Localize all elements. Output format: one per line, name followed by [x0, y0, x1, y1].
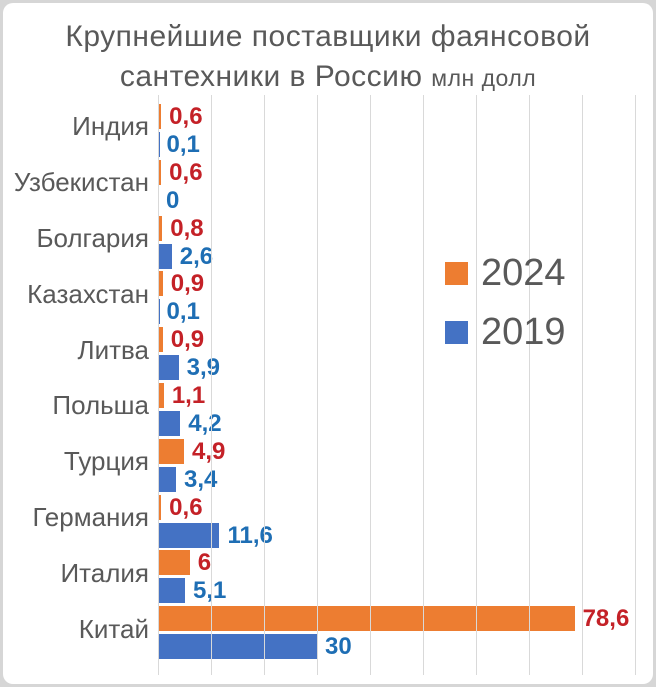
category-label-5: Литва: [77, 334, 149, 365]
bar-2024-Китай: [158, 606, 575, 632]
bar-2019-Индия: [158, 132, 160, 157]
chart-title-line2: сантехники в Россию млн долл: [119, 60, 537, 93]
gridline-60: [476, 95, 477, 662]
gridline-40: [370, 95, 371, 662]
chart-title: Крупнейшие поставщики фаянсовой сантехни…: [3, 17, 653, 98]
chart-title-line1: Крупнейшие поставщики фаянсовой: [65, 20, 591, 53]
plot-area: 0,6 0,1 0,6 0 0,8 2,6 0,9 0,1 0,9 3,9 1,1 4,2 4,9 3,4…: [158, 95, 636, 675]
bar-2024-Индия: [158, 104, 162, 129]
value-label-2024-Турция: 4,9: [191, 437, 226, 465]
axis-tick-30: [317, 662, 318, 675]
gridline-0: [158, 95, 159, 662]
bar-group-8: 0,6 11,6: [158, 490, 635, 549]
category-label-8: Германия: [32, 501, 149, 532]
chart-card: Крупнейшие поставщики фаянсовой сантехни…: [3, 3, 653, 684]
category-label-6: Польша: [52, 390, 149, 421]
legend-item-2019: 2019: [445, 309, 566, 355]
value-label-2019-Италия: 5,1: [193, 577, 227, 605]
bar-2024-Казахстан: [158, 271, 163, 297]
bar-2019-Литва: [158, 355, 179, 381]
category-label-9: Италия: [60, 557, 149, 588]
bar-2024-Узбекистан: [158, 159, 162, 185]
chart-title-unit: млн долл: [431, 65, 537, 91]
bar-2024-Польша: [158, 382, 164, 408]
category-label-2: Узбекистан: [13, 167, 149, 198]
value-label-2024-Болгария: 0,8: [170, 214, 204, 242]
value-label-2019-Болгария: 2,6: [179, 242, 214, 270]
bar-2024-Турция: [158, 438, 184, 464]
category-label-7: Турция: [63, 446, 149, 477]
bar-2019-Италия: [158, 578, 186, 604]
bar-2024-Болгария: [158, 215, 163, 241]
legend: 2024 2019: [445, 250, 566, 368]
axis-tick-90: [635, 662, 636, 675]
value-label-2019-Китай: 30: [325, 633, 352, 661]
axis-tick-50: [423, 662, 424, 675]
value-label-2024-Индия: 0,6: [169, 103, 203, 130]
gridline-10: [211, 95, 212, 662]
axis-tick-70: [529, 662, 530, 675]
legend-swatch-2024: [445, 261, 468, 285]
legend-swatch-2019: [445, 320, 468, 344]
bar-rows: 0,6 0,1 0,6 0 0,8 2,6 0,9 0,1 0,9 3,9 1,1 4,2 4,9 3,4…: [158, 99, 635, 661]
value-label-2019-Литва: 3,9: [186, 354, 221, 382]
gridline-30: [317, 95, 318, 662]
bar-group-10: 78,6 30: [158, 601, 635, 661]
value-label-2024-Польша: 1,1: [171, 381, 206, 409]
axis-tick-20: [264, 662, 265, 675]
value-label-2024-Литва: 0,9: [170, 326, 205, 354]
bar-2019-Китай: [158, 634, 317, 660]
bar-group-3: 0,8 2,6: [158, 211, 635, 270]
bar-group-7: 4,9 3,4: [158, 434, 635, 493]
gridline-20: [264, 95, 265, 662]
bar-2024-Италия: [158, 550, 190, 576]
category-label-1: Индия: [72, 111, 149, 142]
axis-tick-40: [370, 662, 371, 675]
gridline-50: [423, 95, 424, 662]
category-label-10: Китай: [78, 613, 149, 644]
bar-group-4: 0,9 0,1: [158, 266, 635, 326]
value-label-2024-Казахстан: 0,9: [170, 270, 205, 298]
category-label-3: Болгария: [36, 222, 149, 253]
bar-2024-Германия: [158, 494, 162, 520]
legend-label-2019: 2019: [481, 311, 566, 353]
bar-group-2: 0,6 0: [158, 155, 635, 214]
bar-group-5: 0,9 3,9: [158, 322, 635, 382]
bar-2019-Казахстан: [158, 299, 160, 325]
bar-2024-Литва: [158, 327, 163, 353]
legend-item-2024: 2024: [445, 250, 566, 296]
value-label-2019-Германия: 11,6: [227, 521, 273, 549]
value-label-2019-Узбекистан: 0: [166, 186, 180, 214]
value-label-2024-Германия: 0,6: [169, 493, 203, 521]
value-label-2019-Турция: 3,4: [184, 465, 218, 493]
gridline-90: [635, 95, 636, 662]
legend-label-2024: 2024: [481, 252, 566, 294]
bar-2019-Турция: [158, 466, 177, 492]
value-label-2024-Италия: 6: [197, 549, 212, 577]
value-label-2019-Индия: 0,1: [166, 131, 200, 158]
bar-group-6: 1,1 4,2: [158, 378, 635, 437]
gridline-80: [582, 95, 583, 662]
bar-group-1: 0,6 0,1: [158, 99, 635, 158]
category-axis: Индия Узбекистан Болгария Казахстан Литва Пол…: [3, 99, 149, 657]
value-label-2024-Узбекистан: 0,6: [169, 158, 203, 186]
bar-2019-Германия: [158, 522, 220, 548]
axis-tick-0: [158, 662, 159, 675]
bar-group-9: 6 5,1: [158, 545, 635, 605]
axis-tick-80: [582, 662, 583, 675]
value-label-2024-Китай: 78,6: [582, 605, 630, 633]
axis-tick-10: [211, 662, 212, 675]
bar-2019-Польша: [158, 410, 181, 436]
bar-2019-Болгария: [158, 243, 172, 269]
value-label-2019-Казахстан: 0,1: [166, 298, 200, 326]
category-label-4: Казахстан: [27, 278, 149, 309]
axis-tick-60: [476, 662, 477, 675]
value-label-2019-Польша: 4,2: [188, 409, 222, 437]
gridline-70: [529, 95, 530, 662]
